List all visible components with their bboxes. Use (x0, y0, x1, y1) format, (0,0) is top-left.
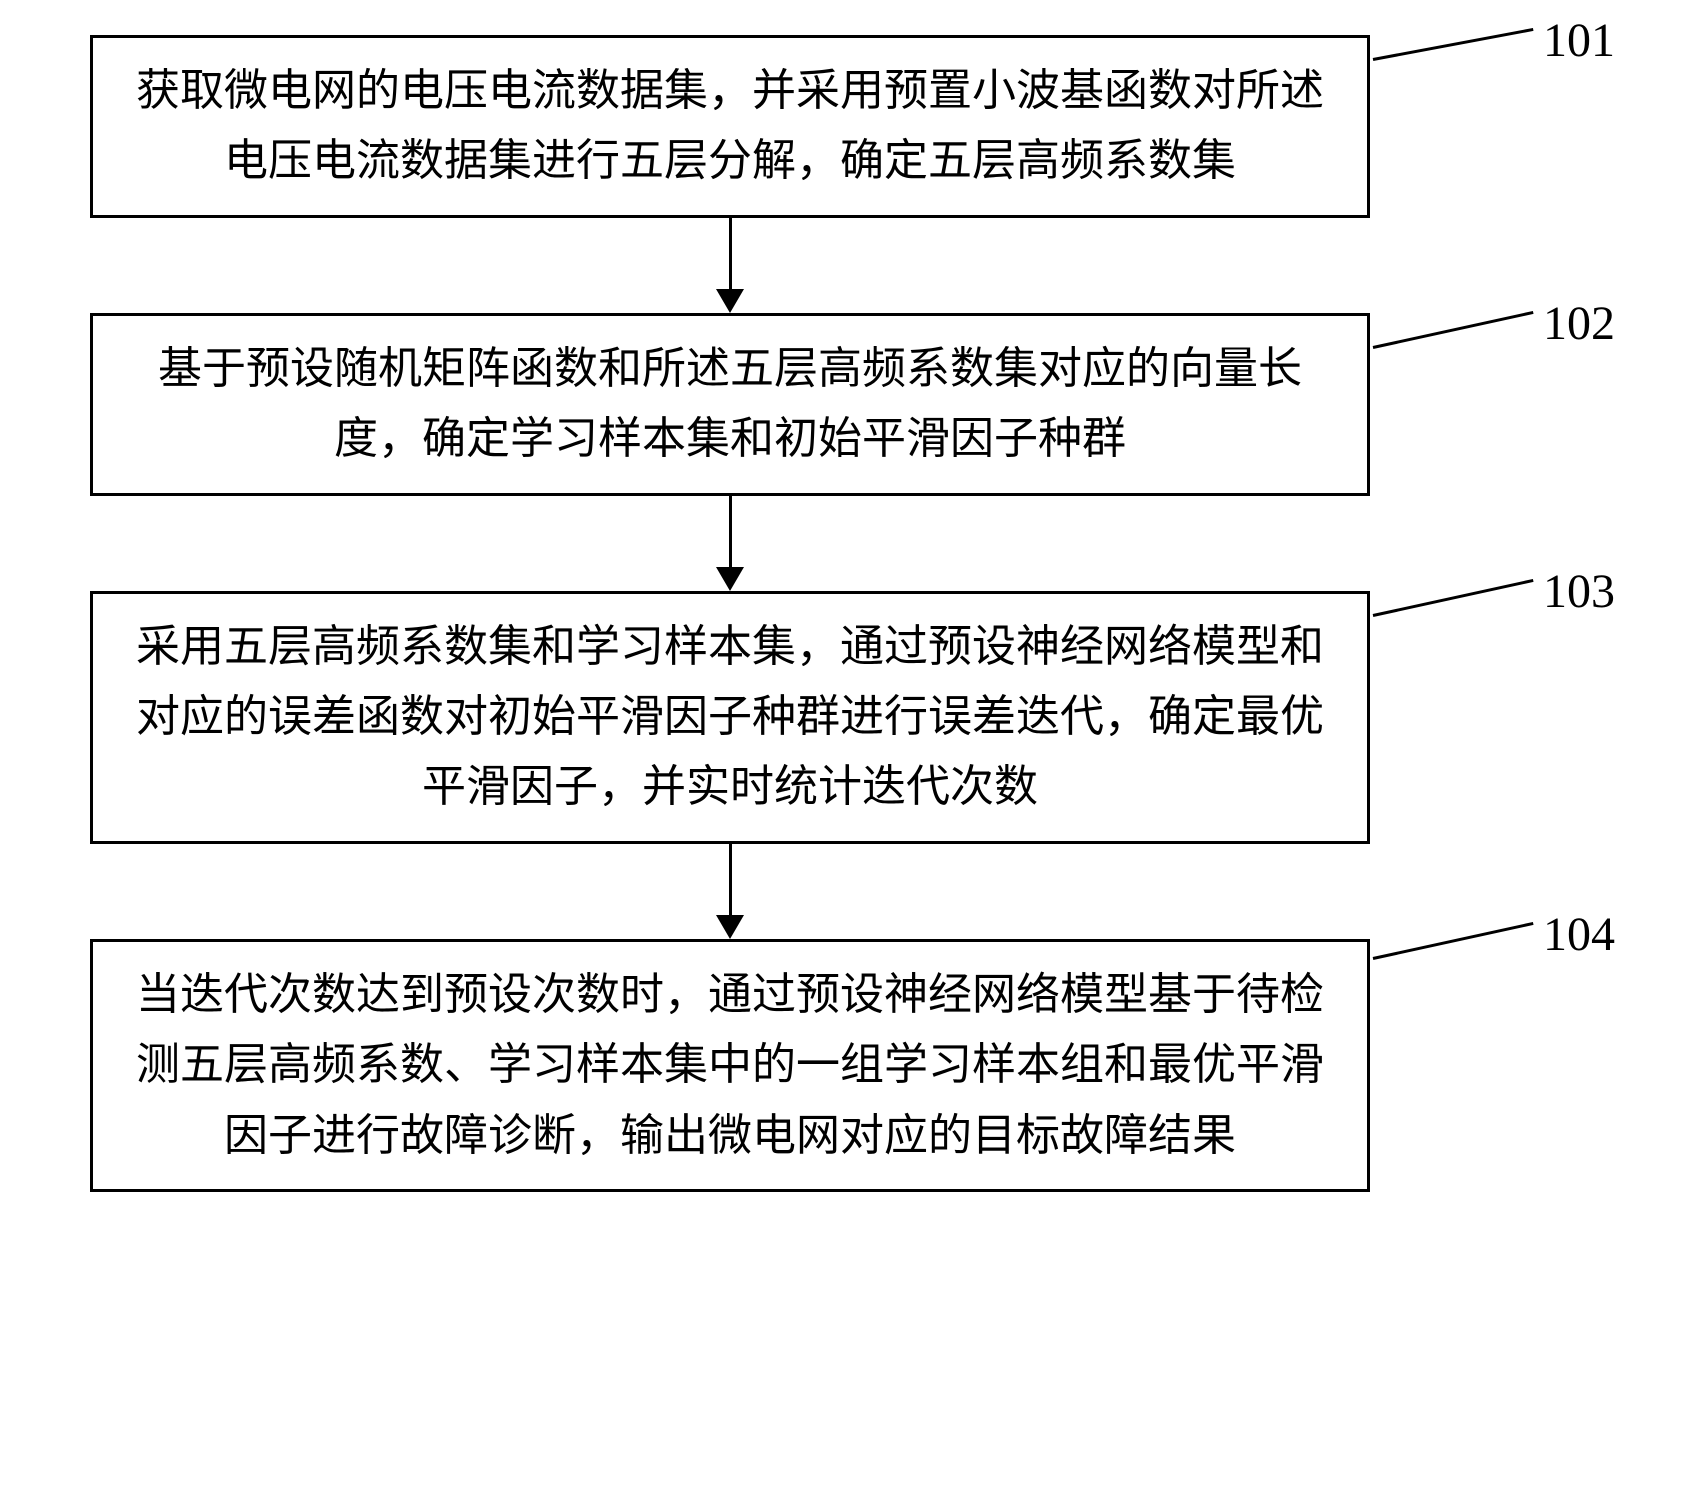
step-label-101: 101 (1543, 3, 1615, 80)
arrow-head-icon (716, 915, 744, 939)
arrow-line (729, 218, 732, 289)
arrow-connector (90, 496, 1370, 591)
label-connector-line (1373, 28, 1534, 61)
step-box-104: 当迭代次数达到预设次数时，通过预设神经网络模型基于待检测五层高频系数、学习样本集… (90, 939, 1370, 1192)
label-connector-line (1373, 579, 1534, 617)
step-text: 当迭代次数达到预设次数时，通过预设神经网络模型基于待检测五层高频系数、学习样本集… (133, 960, 1327, 1171)
arrow-head-icon (716, 289, 744, 313)
step-label-104: 104 (1543, 897, 1615, 974)
step-box-101: 获取微电网的电压电流数据集，并采用预置小波基函数对所述电压电流数据集进行五层分解… (90, 35, 1370, 218)
flowchart-container: 获取微电网的电压电流数据集，并采用预置小波基函数对所述电压电流数据集进行五层分解… (90, 35, 1610, 1192)
arrow-connector (90, 218, 1370, 313)
step-box-103: 采用五层高频系数集和学习样本集，通过预设神经网络模型和对应的误差函数对初始平滑因… (90, 591, 1370, 844)
step-text: 采用五层高频系数集和学习样本集，通过预设神经网络模型和对应的误差函数对初始平滑因… (133, 612, 1327, 823)
step-label-102: 102 (1543, 286, 1615, 363)
step-text: 获取微电网的电压电流数据集，并采用预置小波基函数对所述电压电流数据集进行五层分解… (133, 56, 1327, 197)
label-connector-line (1373, 311, 1534, 349)
step-text: 基于预设随机矩阵函数和所述五层高频系数集对应的向量长度，确定学习样本集和初始平滑… (133, 334, 1327, 475)
arrow-line (729, 844, 732, 915)
step-box-102: 基于预设随机矩阵函数和所述五层高频系数集对应的向量长度，确定学习样本集和初始平滑… (90, 313, 1370, 496)
arrow-line (729, 496, 732, 567)
arrow-connector (90, 844, 1370, 939)
label-connector-line (1373, 922, 1534, 960)
arrow-head-icon (716, 567, 744, 591)
step-label-103: 103 (1543, 554, 1615, 631)
